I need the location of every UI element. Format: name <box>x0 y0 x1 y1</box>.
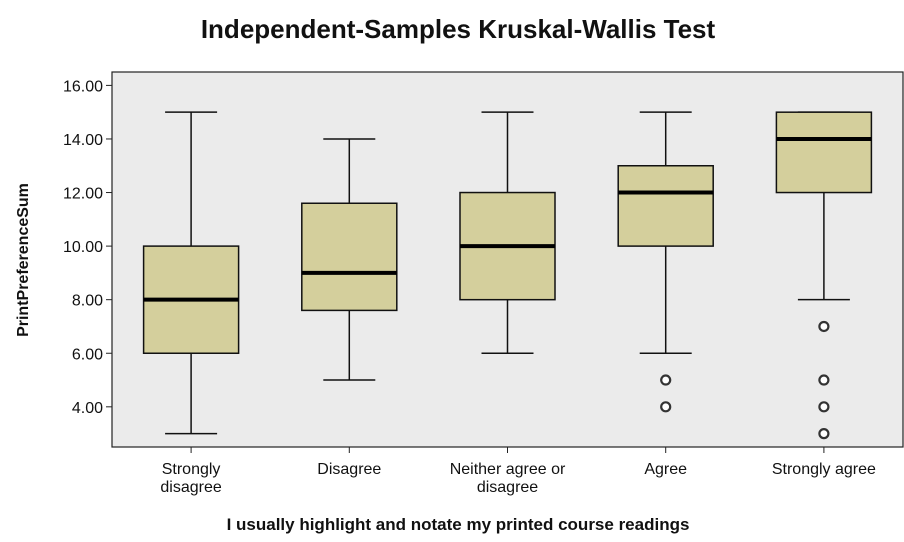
y-tick-label: 16.00 <box>63 78 103 95</box>
y-axis-label: PrintPreferenceSum <box>15 183 32 337</box>
x-axis-label: I usually highlight and notate my printe… <box>227 515 690 534</box>
outlier <box>818 401 830 413</box>
y-tick-label: 12.00 <box>63 186 103 203</box>
x-tick-label: Disagree <box>317 461 382 478</box>
box <box>617 165 714 247</box>
x-tick-label: Strongly disagree <box>160 461 222 496</box>
x-tick-label: Agree <box>644 461 688 478</box>
chart-title: Independent-Samples Kruskal-Wallis Test <box>201 14 716 44</box>
box <box>301 202 398 312</box>
x-tick-label: Neither agree or disagree <box>449 461 566 496</box>
x-tick-label: Strongly agree <box>771 461 876 478</box>
y-tick-label: 8.00 <box>72 293 103 310</box>
outlier <box>818 320 830 333</box>
outlier <box>818 428 830 440</box>
y-tick-label: 6.00 <box>72 346 103 363</box>
outlier <box>660 374 672 386</box>
box <box>775 111 873 194</box>
y-tick-label: 4.00 <box>72 400 103 417</box>
outlier <box>660 401 672 413</box>
outlier <box>818 374 830 386</box>
y-tick-label: 14.00 <box>63 132 103 149</box>
y-tick-label: 10.00 <box>63 239 103 256</box>
